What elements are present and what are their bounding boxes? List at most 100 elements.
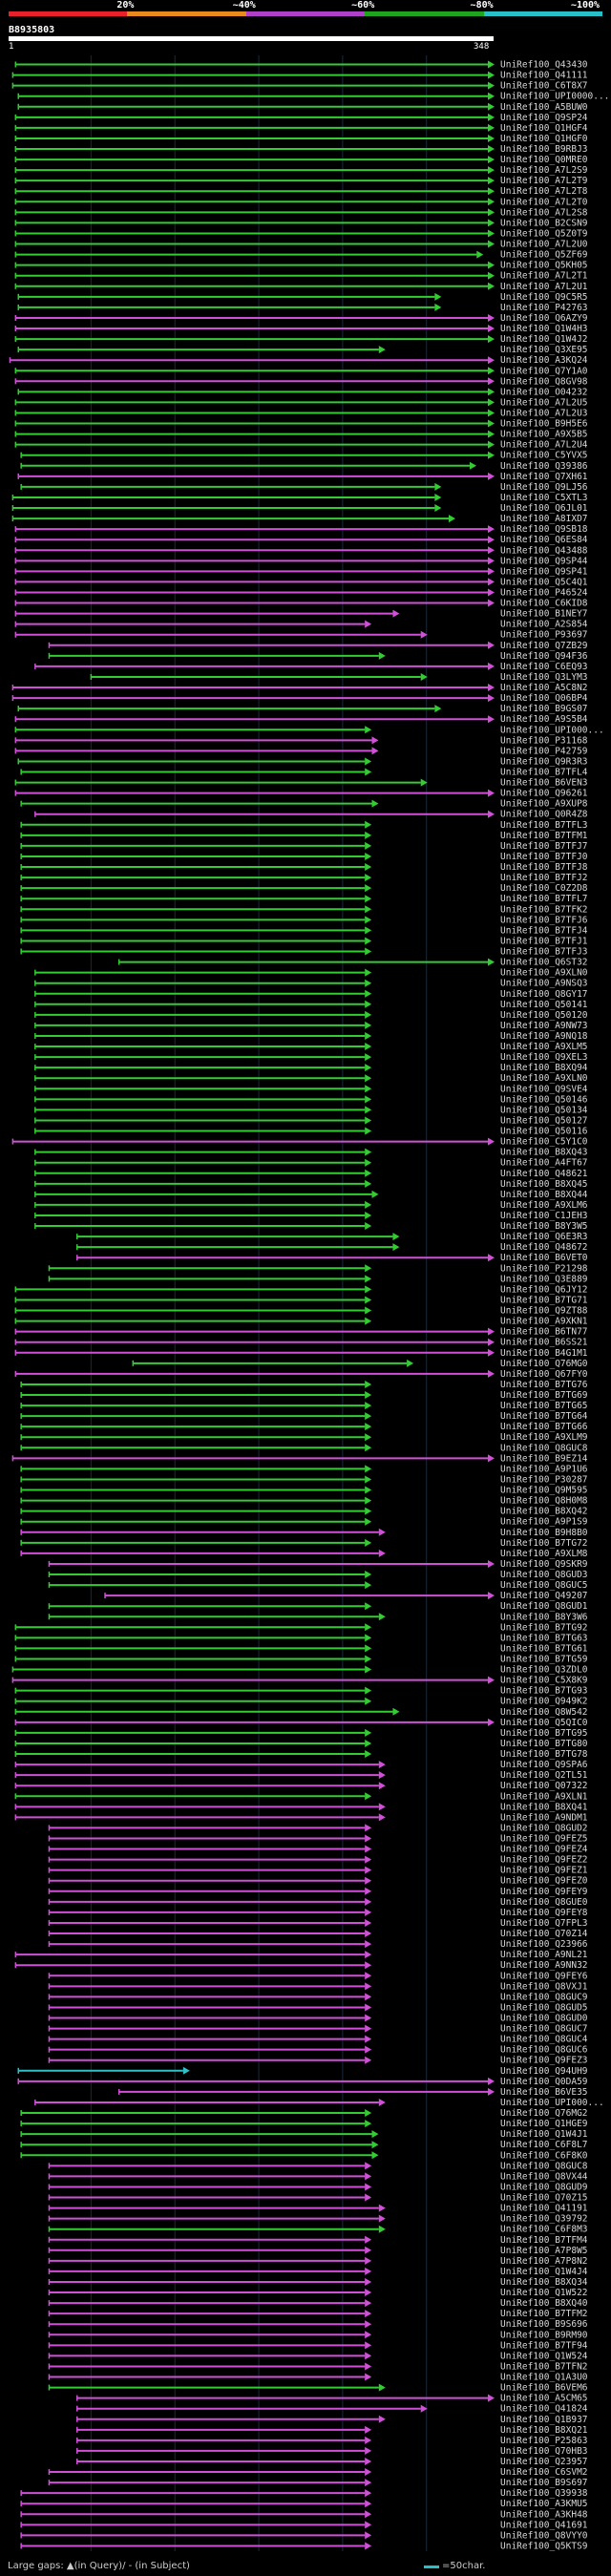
hit-row[interactable]: UniRef100_Q8GUD3	[48, 1570, 588, 1580]
hit-row[interactable]: UniRef100_Q8GV98	[14, 376, 588, 387]
hit-row[interactable]: UniRef100_P93697	[14, 630, 588, 641]
hit-row[interactable]: UniRef100_Q1W4J4	[48, 2267, 588, 2277]
hit-row[interactable]: UniRef100_B9EZ14	[11, 1453, 588, 1464]
hit-row[interactable]: UniRef100_B7TFM4	[48, 2235, 588, 2246]
hit-row[interactable]: UniRef100_Q7Y1A0	[14, 366, 588, 376]
hit-row[interactable]: UniRef100_Q9FEZ1	[48, 1866, 588, 1876]
hit-row[interactable]: UniRef100_Q39386	[20, 461, 588, 472]
hit-row[interactable]: UniRef100_Q3XE95	[17, 345, 588, 355]
hit-row[interactable]: UniRef100_B7TG76	[20, 1380, 588, 1390]
hit-row[interactable]: UniRef100_A3KH48	[20, 2509, 588, 2520]
hit-row[interactable]: UniRef100_A9XUP8	[20, 799, 588, 810]
hit-row[interactable]: UniRef100_Q41691	[20, 2520, 588, 2530]
hit-row[interactable]: UniRef100_Q9M595	[20, 1486, 588, 1496]
hit-row[interactable]: UniRef100_B7TG69	[20, 1390, 588, 1401]
hit-row[interactable]: UniRef100_B7TG71	[14, 1295, 588, 1305]
hit-row[interactable]: UniRef100_Q5KTS9	[20, 2541, 588, 2551]
hit-row[interactable]: UniRef100_A7L2U4	[14, 440, 588, 451]
hit-row[interactable]: UniRef100_Q23966	[48, 1939, 588, 1950]
hit-row[interactable]: UniRef100_Q8VX44	[48, 2171, 588, 2182]
hit-row[interactable]: UniRef100_B7TFJ3	[20, 947, 588, 958]
hit-row[interactable]: UniRef100_B7TFJ1	[20, 936, 588, 946]
hit-row[interactable]: UniRef100_Q8GUC6	[48, 2045, 588, 2056]
hit-row[interactable]: UniRef100_Q5QIC0	[14, 1718, 588, 1728]
hit-row[interactable]: UniRef100_A9NN32	[14, 1960, 588, 1971]
hit-row[interactable]: UniRef100_B6SS21	[14, 1338, 588, 1348]
hit-row[interactable]: UniRef100_A7P8N2	[48, 2256, 588, 2267]
hit-row[interactable]: UniRef100_A7L2U5	[14, 397, 588, 408]
hit-row[interactable]: UniRef100_A9P1S9	[20, 1517, 588, 1528]
hit-row[interactable]: UniRef100_B7TFJ4	[20, 925, 588, 936]
hit-row[interactable]: UniRef100_UPI000...	[14, 725, 604, 735]
hit-row[interactable]: UniRef100_A7P8W5	[48, 2246, 588, 2256]
hit-row[interactable]: UniRef100_Q50127	[34, 1115, 588, 1126]
hit-row[interactable]: UniRef100_B4G1M1	[14, 1348, 588, 1359]
hit-row[interactable]: UniRef100_Q0DA59	[17, 2077, 588, 2087]
hit-row[interactable]: UniRef100_Q1HGF0	[14, 134, 588, 144]
hit-row[interactable]: UniRef100_Q43430	[14, 60, 588, 71]
hit-row[interactable]: UniRef100_Q96261	[14, 789, 588, 799]
hit-row[interactable]: UniRef100_B7TG95	[14, 1728, 588, 1739]
hit-row[interactable]: UniRef100_Q50134	[34, 1105, 588, 1115]
hit-row[interactable]: UniRef100_Q1A3U0	[48, 2373, 588, 2383]
hit-row[interactable]: UniRef100_A9P1U6	[20, 1464, 588, 1474]
hit-row[interactable]: UniRef100_Q8GUC8	[20, 1443, 588, 1453]
hit-row[interactable]: UniRef100_Q7ZB29	[48, 641, 588, 651]
hit-row[interactable]: UniRef100_Q8VXJ1	[48, 1981, 588, 1992]
hit-row[interactable]: UniRef100_Q2TL51	[14, 1770, 588, 1781]
hit-row[interactable]: UniRef100_A9NL21	[14, 1950, 588, 1960]
hit-row[interactable]: UniRef100_A7L2T9	[14, 176, 588, 186]
hit-row[interactable]: UniRef100_C6T8X7	[11, 81, 588, 92]
hit-row[interactable]: UniRef100_Q8H0M8	[20, 1496, 588, 1507]
hit-row[interactable]: UniRef100_B6VE35	[117, 2087, 588, 2098]
hit-row[interactable]: UniRef100_Q1W524	[48, 2351, 588, 2361]
hit-row[interactable]: UniRef100_Q1W4H3	[14, 324, 588, 334]
hit-row[interactable]: UniRef100_Q1W522	[48, 2288, 588, 2298]
hit-row[interactable]: UniRef100_C5YVX5	[20, 451, 588, 461]
hit-row[interactable]: UniRef100_B9RM90	[48, 2330, 588, 2340]
hit-row[interactable]: UniRef100_Q50141	[34, 1000, 588, 1010]
hit-row[interactable]: UniRef100_B7TFJ6	[20, 915, 588, 925]
hit-row[interactable]: UniRef100_Q8GUD9	[48, 2182, 588, 2192]
hit-row[interactable]: UniRef100_Q43488	[14, 545, 588, 556]
hit-row[interactable]: UniRef100_A9XLM5	[34, 1042, 588, 1052]
hit-row[interactable]: UniRef100_Q76MG2	[20, 2108, 588, 2119]
hit-row[interactable]: UniRef100_Q9C5R5	[17, 292, 588, 303]
hit-row[interactable]: UniRef100_P46524	[14, 587, 588, 598]
hit-row[interactable]: UniRef100_Q1B937	[75, 2415, 588, 2425]
hit-row[interactable]: UniRef100_A9XLM9	[20, 1432, 588, 1443]
hit-row[interactable]: UniRef100_B7TG66	[20, 1422, 588, 1432]
hit-row[interactable]: UniRef100_A8IXD7	[11, 514, 588, 524]
hit-row[interactable]: UniRef100_Q06BP4	[11, 693, 588, 704]
hit-row[interactable]: UniRef100_A9X5B5	[14, 430, 588, 440]
hit-row[interactable]: UniRef100_P42759	[14, 746, 588, 756]
hit-row[interactable]: UniRef100_A9XLN0	[34, 1073, 588, 1084]
hit-row[interactable]: UniRef100_C5XTL3	[11, 493, 588, 503]
hit-row[interactable]: UniRef100_B7TFL7	[20, 894, 588, 904]
hit-row[interactable]: UniRef100_B7TG72	[20, 1538, 588, 1549]
hit-row[interactable]: UniRef100_B7TG65	[20, 1401, 588, 1411]
hit-row[interactable]: UniRef100_B8Y3W6	[48, 1612, 588, 1622]
hit-row[interactable]: UniRef100_Q9SP41	[14, 566, 588, 577]
hit-row[interactable]: UniRef100_Q8GUC7	[48, 2024, 588, 2035]
hit-row[interactable]: UniRef100_Q8GUD2	[48, 1823, 588, 1833]
hit-row[interactable]: UniRef100_B7TG63	[14, 1633, 588, 1643]
hit-row[interactable]: UniRef100_B8XQ21	[75, 2425, 588, 2436]
hit-row[interactable]: UniRef100_Q1HGE9	[20, 2119, 588, 2129]
hit-row[interactable]: UniRef100_A9XLN1	[14, 1791, 588, 1802]
hit-row[interactable]: UniRef100_Q9FEZ0	[48, 1876, 588, 1887]
hit-row[interactable]: UniRef100_Q41824	[75, 2404, 588, 2415]
hit-row[interactable]: UniRef100_Q6AZY9	[14, 313, 588, 324]
hit-row[interactable]: UniRef100_Q9FEY9	[48, 1887, 588, 1897]
hit-row[interactable]: UniRef100_Q3E889	[48, 1274, 588, 1284]
hit-row[interactable]: UniRef100_A5BUW0	[17, 102, 588, 113]
hit-row[interactable]: UniRef100_B8XQ45	[34, 1179, 588, 1190]
hit-row[interactable]: UniRef100_A7L2T0	[14, 197, 588, 207]
hit-row[interactable]: UniRef100_B7TFM1	[20, 831, 588, 841]
hit-row[interactable]: UniRef100_A9NSQ3	[34, 979, 588, 989]
hit-row[interactable]: UniRef100_Q6ES84	[14, 535, 588, 545]
hit-row[interactable]: UniRef100_Q9SB18	[14, 524, 588, 535]
hit-row[interactable]: UniRef100_B7TG80	[14, 1739, 588, 1749]
hit-row[interactable]: UniRef100_Q94UH9	[17, 2066, 588, 2077]
hit-row[interactable]: UniRef100_B8XQ34	[48, 2277, 588, 2288]
